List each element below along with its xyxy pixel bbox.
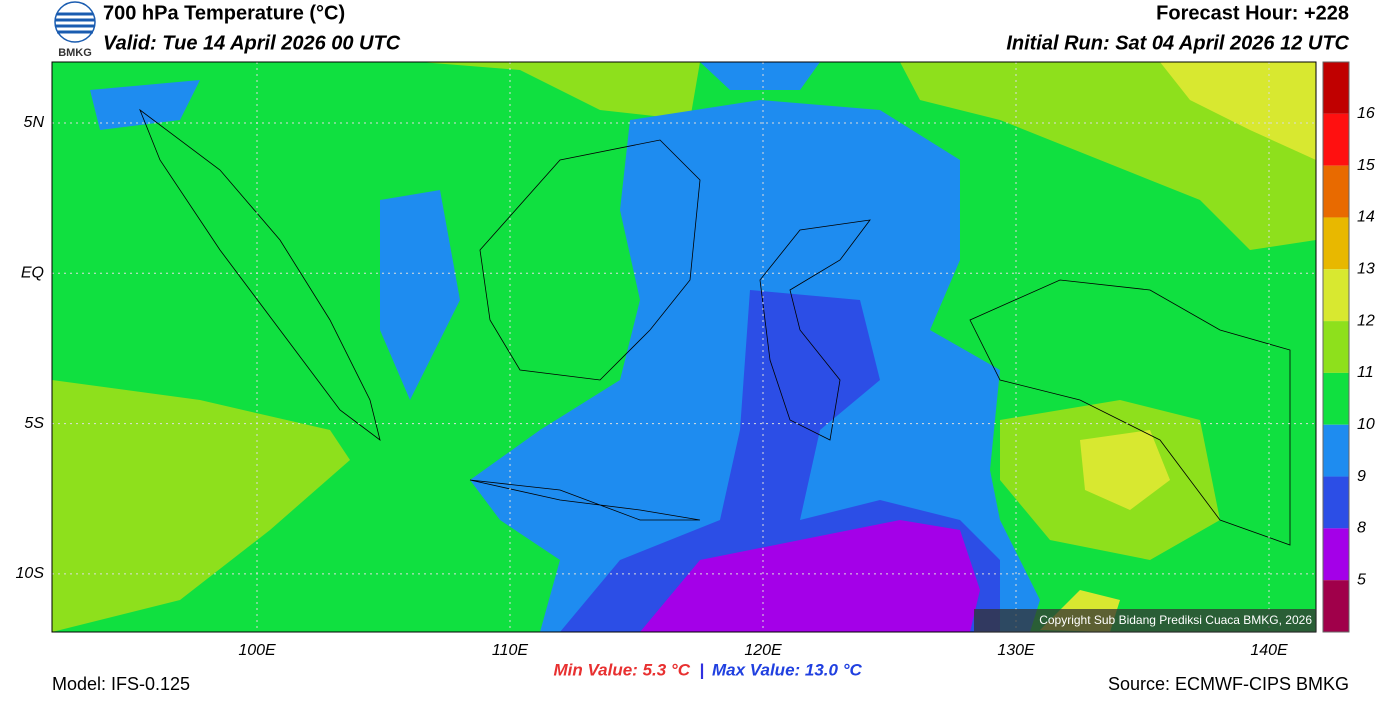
colorbar-segment	[1323, 580, 1349, 632]
colorbar-segment	[1323, 424, 1349, 477]
forecast-hour: Forecast Hour: +228	[1156, 2, 1349, 24]
separator: |	[700, 660, 705, 679]
graticule	[52, 62, 1316, 632]
colorbar-label: 15	[1357, 157, 1375, 174]
lon-label: 110E	[492, 642, 529, 659]
colorbar: 16 15 14 13 12 11 10 9 8 5	[1322, 61, 1375, 633]
valid-time: Valid: Tue 14 April 2026 00 UTC	[103, 32, 401, 54]
colorbar-segment	[1323, 321, 1349, 373]
source: Source: ECMWF-CIPS BMKG	[1108, 674, 1349, 694]
lat-label: EQ	[21, 265, 44, 282]
lat-label: 10S	[16, 565, 45, 582]
temperature-field	[52, 62, 1316, 632]
copyright: Copyright Sub Bidang Prediksi Cuaca BMKG…	[1039, 613, 1312, 627]
max-value: Max Value: 13.0 °C	[712, 660, 863, 679]
colorbar-segment	[1323, 269, 1349, 322]
colorbar-label: 10	[1357, 416, 1375, 433]
lon-label: 140E	[1250, 642, 1288, 659]
colorbar-segment	[1323, 217, 1349, 270]
colorbar-label: 8	[1357, 520, 1366, 537]
lon-label: 130E	[997, 642, 1035, 659]
colorbar-label: 14	[1357, 209, 1375, 226]
colorbar-label: 12	[1357, 312, 1375, 329]
colorbar-segment	[1323, 62, 1349, 114]
colorbar-segment	[1323, 165, 1349, 218]
title: 700 hPa Temperature (°C)	[103, 2, 345, 24]
logo: BMKG	[54, 1, 96, 59]
colorbar-segment	[1323, 528, 1349, 581]
copyright-box	[974, 609, 1316, 632]
logo-text: BMKG	[58, 47, 92, 59]
colorbar-label: 11	[1357, 364, 1374, 381]
min-value: Min Value: 5.3 °C	[553, 660, 690, 679]
colorbar-segment	[1323, 113, 1349, 166]
colorbar-label: 13	[1357, 260, 1375, 277]
lon-label: 120E	[744, 642, 782, 659]
initial-run: Initial Run: Sat 04 April 2026 12 UTC	[1006, 32, 1349, 54]
coastlines	[139, 108, 1291, 546]
lat-label: 5S	[24, 415, 44, 432]
colorbar-segment	[1323, 372, 1349, 425]
colorbar-label: 16	[1357, 105, 1375, 122]
colorbar-frame	[1322, 61, 1350, 633]
lat-label: 5N	[24, 114, 45, 131]
lon-label: 100E	[238, 642, 276, 659]
model: Model: IFS-0.125	[52, 674, 190, 694]
colorbar-label: 9	[1357, 468, 1366, 485]
map-frame	[51, 61, 1317, 633]
colorbar-label: 5	[1357, 571, 1366, 588]
colorbar-segment	[1323, 476, 1349, 529]
